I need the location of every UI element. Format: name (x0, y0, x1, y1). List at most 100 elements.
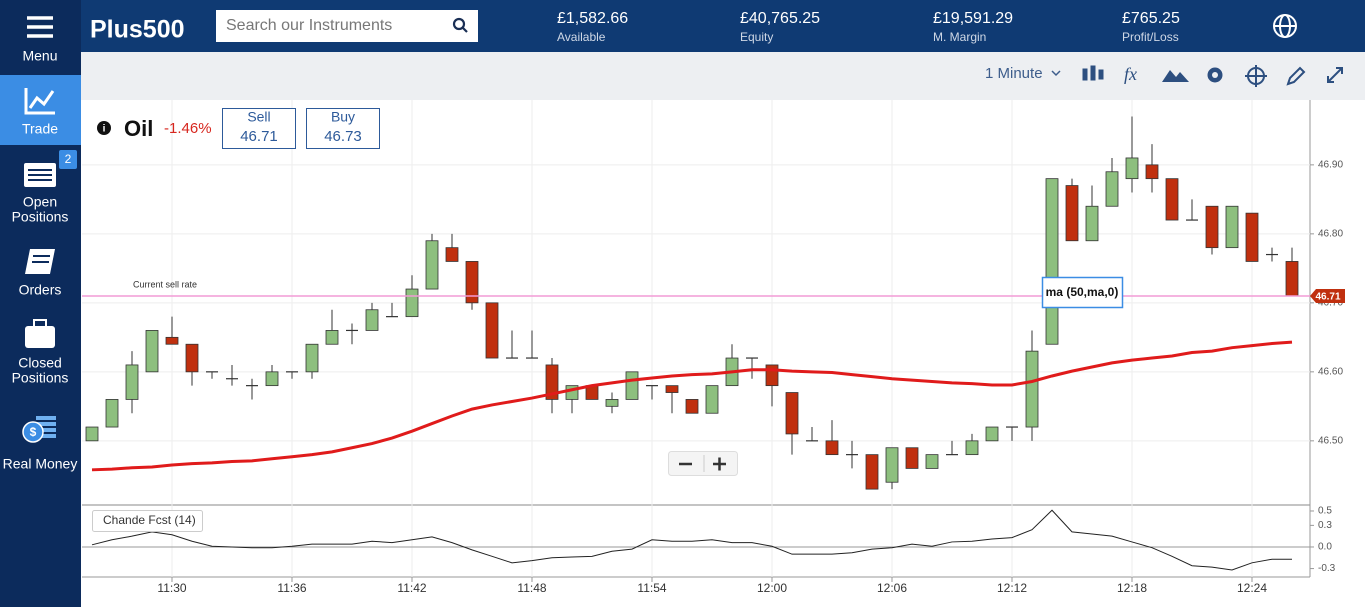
y-tick-label: -0.3 (1318, 563, 1336, 574)
stat-value: £19,591.29 (933, 10, 1013, 27)
candle-body (825, 440, 839, 456)
candle-body (1125, 157, 1139, 180)
indicator-line (91, 509, 1292, 571)
candle-body (1145, 164, 1159, 180)
x-tick-label: 11:42 (397, 581, 426, 595)
search-box[interactable] (216, 10, 478, 42)
svg-text:fx: fx (1124, 64, 1137, 84)
info-i: i (103, 124, 106, 135)
timeframe[interactable]: 1 Minute (985, 65, 1043, 82)
x-tick-label: 11:30 (157, 581, 186, 595)
current-rate-label: Current sell rate (133, 279, 197, 289)
chart: 11:30 11:36 11:42 11:48 11:54 12:00 12:06 12:12… (82, 100, 1345, 595)
ma-tooltip (1041, 276, 1124, 309)
stat-value: £765.25 (1122, 10, 1180, 27)
candle-body (625, 371, 639, 400)
stat-label: M. Margin (933, 30, 986, 44)
menu-icon (27, 16, 53, 38)
candle-body (925, 454, 939, 469)
stat-value: £1,582.66 (557, 10, 628, 27)
candle-body (605, 399, 619, 407)
candle-body (665, 385, 679, 393)
nav-orders[interactable]: Orders (19, 282, 62, 298)
badge-bg (59, 150, 77, 169)
indicator-title: Chande Fcst (14) (103, 513, 196, 527)
candle-body (485, 302, 499, 359)
candle-body (865, 454, 879, 490)
moving-average (91, 340, 1293, 472)
search-icon[interactable] (452, 17, 468, 33)
y-tick-label: 46.90 (1318, 159, 1343, 170)
candle-body (305, 343, 319, 373)
current-rate-tag (1310, 288, 1345, 303)
candle-body (965, 440, 979, 456)
candle-body (785, 392, 799, 435)
candle-body (465, 261, 479, 304)
y-tick-label: 46.50 (1318, 435, 1343, 446)
candle-body (1065, 185, 1079, 242)
closed-icon (25, 319, 55, 348)
nav-menu[interactable]: Menu (22, 48, 57, 64)
sell-button[interactable] (222, 108, 296, 149)
instrument-change: -1.46% (164, 120, 212, 137)
zoom-control (668, 451, 738, 476)
ma-tooltip-text: ma (50,ma,0) (1046, 285, 1119, 299)
nav-trade[interactable]: Trade (22, 121, 58, 137)
candle-body (1025, 350, 1039, 428)
dropdown-arrow (1051, 70, 1061, 77)
candle-body (425, 240, 439, 290)
y-tick-label: 46.60 (1318, 366, 1343, 377)
candle-body (1245, 212, 1259, 262)
candle-body (705, 385, 719, 414)
zoom-in[interactable] (713, 457, 726, 471)
candle-body (985, 426, 999, 442)
x-tick-label: 11:48 (517, 581, 546, 595)
x-tick-label: 12:18 (1117, 581, 1147, 595)
svg-text:$: $ (30, 425, 37, 439)
instrument-name: Oil (124, 116, 153, 141)
current-rate-value: 46.71 (1315, 292, 1340, 303)
x-tick-label: 11:36 (277, 581, 306, 595)
x-tick-label: 12:12 (997, 581, 1027, 595)
candle-body (325, 330, 339, 345)
buy-button[interactable] (306, 108, 380, 149)
stat-label: Available (557, 30, 606, 44)
indicator-legend[interactable] (92, 510, 203, 532)
nav-closed-positions[interactable]: Closed (18, 355, 62, 371)
candle-body (165, 336, 179, 345)
search-placeholder: Search our Instruments (226, 17, 392, 34)
x-tick-label: 12:24 (1237, 581, 1267, 595)
x-tick-label: 11:54 (637, 581, 666, 595)
nav-real-money[interactable]: Real Money (3, 456, 78, 472)
nav-open-positions-2[interactable]: Positions (12, 209, 69, 225)
candle-body (765, 364, 779, 387)
candle-body (185, 343, 199, 373)
candle-body (265, 371, 279, 387)
info-icon[interactable] (97, 121, 111, 135)
nav-closed-positions-2[interactable]: Positions (12, 370, 69, 386)
candle-body (545, 364, 559, 400)
candle-body (1105, 171, 1119, 207)
orders-icon (25, 249, 55, 274)
stat-value: £40,765.25 (740, 10, 820, 27)
candle-body (1165, 178, 1179, 221)
buy-label: Buy (331, 109, 355, 125)
active-tab (0, 75, 81, 145)
y-tick-label: 0.5 (1318, 506, 1332, 517)
y-tick-label: 0.3 (1318, 520, 1332, 531)
badge: 2 (65, 152, 72, 166)
candle-body (1045, 178, 1059, 345)
candle-body (1085, 205, 1099, 242)
globe-icon[interactable] (1273, 14, 1297, 38)
sell-label: Sell (247, 109, 270, 125)
toolbar (81, 52, 1365, 100)
candle-body (125, 364, 139, 400)
stat-label: Equity (740, 30, 773, 44)
x-tick-label: 12:00 (757, 581, 787, 595)
candle-body (445, 247, 459, 262)
nav-open-positions[interactable]: Open (23, 194, 57, 210)
y-tick-label: 46.70 (1318, 297, 1343, 308)
tool-icons[interactable]: fx (1082, 64, 1343, 87)
stat-label: Profit/Loss (1122, 30, 1179, 44)
